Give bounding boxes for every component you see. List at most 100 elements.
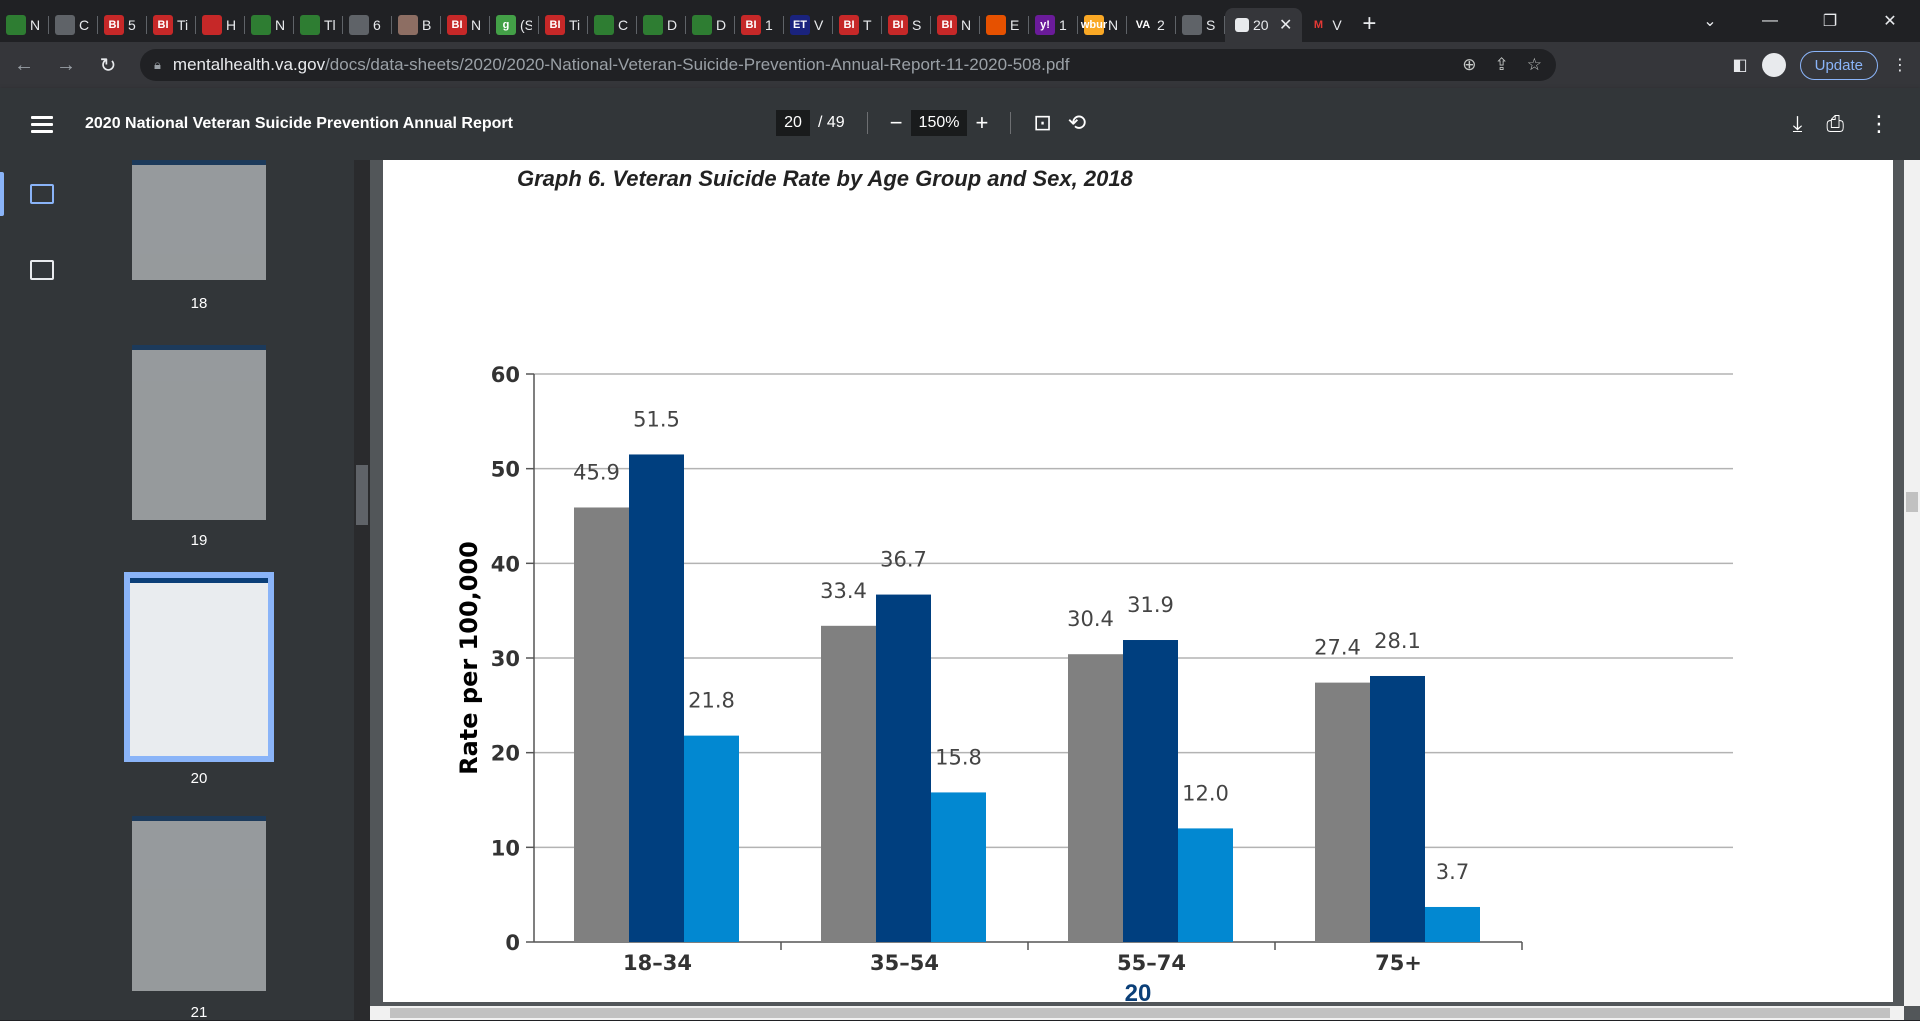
browser-tab[interactable]: Tl <box>294 8 342 42</box>
profile-avatar[interactable] <box>1761 53 1786 77</box>
tab-separator <box>48 16 49 34</box>
sidebar-scrollbar[interactable] <box>354 160 370 1020</box>
tab-separator <box>440 16 441 34</box>
page-thumbnail[interactable] <box>132 345 266 520</box>
browser-tab[interactable]: wbur N <box>1078 8 1126 42</box>
tab-title: N <box>471 17 482 33</box>
tab-favicon-icon <box>986 15 1006 35</box>
browser-tab[interactable]: BI S <box>882 8 930 42</box>
page-number-input[interactable]: 20 <box>776 110 810 136</box>
page-thumbnail-selected[interactable] <box>124 572 274 762</box>
browser-tab[interactable]: BI Ti <box>147 8 195 42</box>
pdf-toolbar: 2020 National Veteran Suicide Prevention… <box>0 88 1920 160</box>
y-tick-label: 50 <box>491 458 520 482</box>
browser-tab[interactable]: N <box>245 8 293 42</box>
browser-tab[interactable]: BI N <box>931 8 979 42</box>
close-window-icon[interactable]: ✕ <box>1883 13 1897 30</box>
browser-tab[interactable]: BI N <box>441 8 489 42</box>
data-label: 36.7 <box>880 548 927 572</box>
bar-chart: 0 10 20 30 40 50 60 Rate per 100,000 45.9 51.5 21.… <box>455 363 1733 975</box>
browser-tab[interactable]: C <box>49 8 97 42</box>
print-icon[interactable]: ⎙ <box>1826 111 1844 136</box>
browser-tab[interactable]: B <box>392 8 440 42</box>
active-tab[interactable]: 20 ✕ <box>1225 8 1303 42</box>
rotate-icon[interactable]: ⟲ <box>1067 110 1087 135</box>
address-bar[interactable]: 🔒︎ mentalhealth.va.gov/docs/data-sheets/… <box>140 49 1556 81</box>
download-icon[interactable]: ⤓ <box>1792 111 1803 136</box>
browser-tab[interactable]: BI Ti <box>539 8 587 42</box>
bar-male <box>876 594 931 942</box>
new-tab-button[interactable]: + <box>1362 10 1377 37</box>
tab-title: S <box>1206 17 1216 33</box>
thumbnail-sidebar: 18 19 20 21 <box>0 160 354 1021</box>
reload-icon[interactable]: ↻ <box>99 54 117 77</box>
browser-menu-icon[interactable]: ⋮ <box>1892 57 1908 74</box>
tab-favicon-icon: g <box>496 15 516 35</box>
browser-tab[interactable]: g (S <box>490 8 538 42</box>
minimize-icon[interactable]: — <box>1762 12 1778 29</box>
tab-close-icon[interactable]: ✕ <box>1279 17 1293 34</box>
back-icon[interactable]: ← <box>14 53 34 76</box>
hamburger-menu-icon[interactable] <box>31 115 53 133</box>
more-options-icon[interactable]: ⋮ <box>1868 111 1890 136</box>
tab-separator <box>1077 16 1078 34</box>
browser-tab[interactable]: H <box>196 8 244 42</box>
data-label: 3.7 <box>1436 860 1469 884</box>
thumbnail-page-number: 20 <box>190 770 208 787</box>
tab-separator <box>538 16 539 34</box>
zoom-out-icon[interactable]: − <box>889 110 903 135</box>
x-tick-label: 18–34 <box>623 951 692 975</box>
thumbnails-view-icon[interactable] <box>30 184 54 204</box>
tab-separator <box>342 16 343 34</box>
vertical-scrollbar[interactable] <box>1904 160 1920 1006</box>
browser-tab[interactable]: D <box>637 8 685 42</box>
browser-tab[interactable]: S <box>1176 8 1224 42</box>
zoom-level-input[interactable]: 150% <box>910 110 968 136</box>
page-thumbnail[interactable] <box>132 160 266 280</box>
tab-favicon-icon <box>300 15 320 35</box>
tab-favicon-icon: BI <box>839 15 859 35</box>
tab-favicon-icon: wbur <box>1081 15 1107 35</box>
tab-favicon-icon: ET <box>790 15 810 35</box>
data-label: 31.9 <box>1127 593 1174 617</box>
browser-tab[interactable]: BI 5 <box>98 8 146 42</box>
bookmark-star-icon[interactable]: ☆ <box>1526 55 1542 74</box>
tab-title: D <box>716 17 727 33</box>
browser-tab[interactable]: VA 2 <box>1127 8 1175 42</box>
restore-icon[interactable]: ❐ <box>1822 13 1838 30</box>
side-panel-icon[interactable]: ◧ <box>1732 57 1748 74</box>
forward-icon[interactable]: → <box>56 53 76 76</box>
browser-tab[interactable]: BI 1 <box>735 8 783 42</box>
tab-title: 6 <box>373 17 381 33</box>
update-button[interactable]: Update <box>1799 50 1878 80</box>
url-text[interactable]: mentalhealth.va.gov/docs/data-sheets/202… <box>172 55 1070 74</box>
browser-tab[interactable]: ET V <box>784 8 832 42</box>
browser-tab[interactable]: C <box>588 8 636 42</box>
tab-title: Ti <box>177 17 189 33</box>
lock-icon[interactable]: 🔒︎ <box>154 57 161 72</box>
page-footer-number: 20 <box>1124 980 1152 1007</box>
horizontal-scrollbar[interactable] <box>370 1006 1904 1020</box>
bar-total <box>1315 682 1370 942</box>
browser-tab[interactable]: y! 1 <box>1029 8 1077 42</box>
browser-tab[interactable]: BI T <box>833 8 881 42</box>
tab-title: H <box>226 17 237 33</box>
data-label: 45.9 <box>573 460 620 484</box>
page-thumbnail[interactable] <box>132 816 266 991</box>
share-icon[interactable]: ⇪ <box>1494 55 1509 74</box>
browser-tab[interactable]: E <box>980 8 1028 42</box>
fit-page-icon[interactable]: ⊡ <box>1033 110 1052 135</box>
outline-view-icon[interactable] <box>30 260 54 280</box>
browser-tab[interactable]: 6 <box>343 8 391 42</box>
zoom-icon[interactable]: ⊕ <box>1462 55 1477 74</box>
tab-title: N <box>961 17 972 33</box>
y-tick-label: 30 <box>491 647 520 671</box>
x-tick-label: 55–74 <box>1117 951 1186 975</box>
tab-favicon-icon <box>692 15 712 35</box>
zoom-in-icon[interactable]: + <box>975 110 989 135</box>
tab-search-icon[interactable]: ⌄ <box>1703 13 1717 30</box>
browser-tab[interactable]: N <box>0 8 48 42</box>
browser-tab[interactable]: D <box>686 8 734 42</box>
